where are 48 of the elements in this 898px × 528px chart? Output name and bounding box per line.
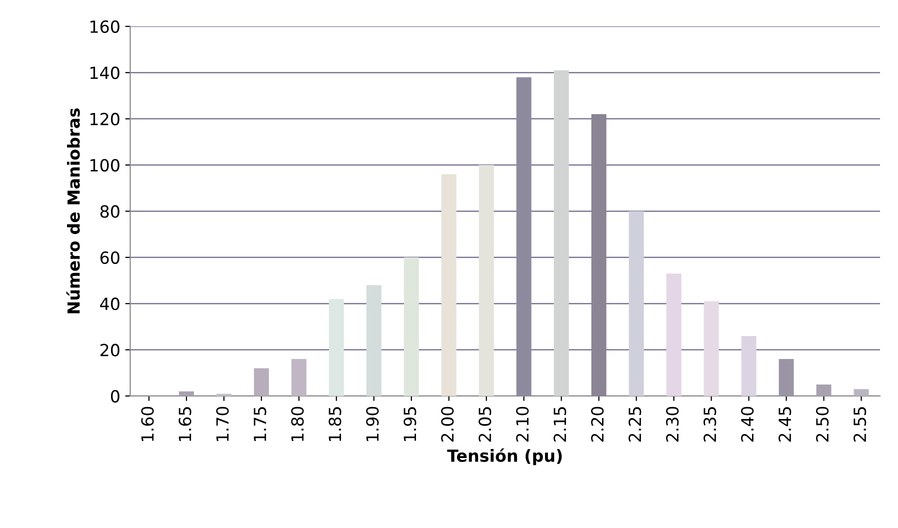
bar (741, 336, 756, 396)
y-tick-label: 60 (100, 251, 120, 264)
x-tick-label: 2.15 (554, 407, 566, 442)
bar (666, 274, 682, 396)
bar (816, 384, 832, 396)
x-tick-label: 2.20 (591, 406, 604, 442)
bar (854, 389, 869, 396)
x-tick-label: 2.00 (441, 406, 454, 442)
x-tick-label: 2.55 (854, 407, 866, 442)
x-tick-label: 2.05 (478, 407, 492, 442)
x-tick-label: 1.75 (254, 407, 266, 441)
bar (328, 298, 344, 396)
bar (441, 174, 456, 396)
x-tick-label: 2.50 (816, 406, 829, 442)
x-axis-title: Tensión (pu) (447, 448, 562, 466)
bar (704, 301, 719, 396)
x-tick-label: 2.25 (628, 407, 642, 442)
y-tick-label: 120 (90, 112, 120, 126)
x-tick-label: 1.80 (291, 406, 304, 441)
y-tick-label: 40 (100, 298, 120, 310)
y-tick-label: 160 (90, 20, 120, 33)
bar (178, 391, 194, 396)
bar (628, 211, 644, 396)
y-axis-title: Número de Maniobras (66, 108, 80, 314)
y-tick-label: 140 (90, 66, 120, 80)
bar (516, 77, 532, 396)
x-tick-label: 1.90 (366, 406, 379, 441)
x-tick-label: 2.45 (778, 407, 792, 442)
x-tick-label: 2.30 (666, 406, 679, 442)
bar (366, 285, 382, 396)
x-tick-label: 1.95 (404, 407, 416, 441)
y-tick-label: 20 (100, 344, 120, 356)
bar (404, 257, 419, 396)
bar (291, 359, 306, 396)
bar (778, 359, 794, 396)
x-tick-label: 2.35 (704, 407, 716, 442)
x-tick-label: 1.65 (178, 407, 192, 441)
y-tick-label: 0 (110, 390, 120, 403)
y-tick-label: 100 (90, 158, 120, 172)
bar (254, 368, 269, 396)
bar (554, 70, 569, 396)
x-tick-label: 1.85 (328, 407, 342, 441)
bar (478, 165, 494, 396)
y-tick-label: 80 (100, 205, 120, 218)
x-tick-label: 2.40 (741, 406, 754, 442)
x-tick-label: 1.60 (141, 406, 154, 441)
x-tick-label: 1.70 (216, 406, 229, 441)
x-tick-label: 2.10 (516, 406, 529, 442)
